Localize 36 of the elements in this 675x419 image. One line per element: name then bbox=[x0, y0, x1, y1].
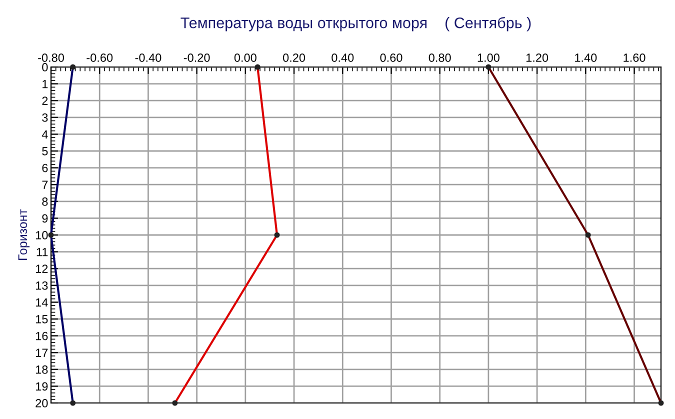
y-tick-label: 8 bbox=[42, 197, 48, 206]
y-tick-label: 13 bbox=[36, 281, 48, 290]
y-tick-label: 19 bbox=[36, 382, 48, 391]
x-tick-label: 0.60 bbox=[380, 54, 402, 62]
x-tick-label: -0.40 bbox=[135, 54, 162, 62]
chart-title: Температура воды открытого моря ( Сентябрь ) bbox=[180, 16, 531, 32]
x-tick-label: -0.20 bbox=[184, 54, 210, 62]
y-tick-label: 14 bbox=[36, 298, 48, 306]
y-tick-label: 9 bbox=[42, 214, 48, 223]
y-tick-label: 4 bbox=[42, 130, 48, 138]
y-tick-label: 10 bbox=[36, 231, 48, 240]
x-tick-label: 0.80 bbox=[428, 54, 451, 62]
x-tick-label: 1.60 bbox=[624, 54, 646, 62]
y-tick-label: 1 bbox=[42, 80, 48, 88]
x-tick-label: 0.40 bbox=[332, 54, 354, 62]
x-tick-label: 1.20 bbox=[526, 54, 548, 62]
y-tick-label: 3 bbox=[42, 113, 48, 122]
y-tick-label: 6 bbox=[42, 164, 48, 172]
x-tick-label: 0.00 bbox=[234, 54, 256, 62]
x-tick-label: 1.00 bbox=[478, 54, 500, 62]
y-tick-label: 12 bbox=[36, 264, 48, 273]
y-tick-label: 7 bbox=[42, 180, 48, 189]
x-tick-label: 0.20 bbox=[283, 54, 306, 62]
y-tick-label: 5 bbox=[42, 147, 48, 156]
y-tick-label: 17 bbox=[36, 348, 48, 357]
y-tick-label: 15 bbox=[36, 315, 48, 324]
y-tick-label: 0 bbox=[42, 63, 48, 72]
y-axis-title: Горизонт bbox=[18, 209, 30, 260]
x-tick-label: -0.80 bbox=[38, 54, 64, 62]
y-tick-label: 16 bbox=[36, 332, 48, 340]
y-tick-label: 20 bbox=[36, 399, 48, 408]
y-tick-label: 18 bbox=[36, 365, 48, 374]
x-tick-label: -0.60 bbox=[86, 54, 113, 62]
y-tick-label: 2 bbox=[42, 96, 48, 105]
x-tick-label: 1.40 bbox=[575, 54, 597, 62]
y-tick-label: 11 bbox=[36, 248, 48, 256]
